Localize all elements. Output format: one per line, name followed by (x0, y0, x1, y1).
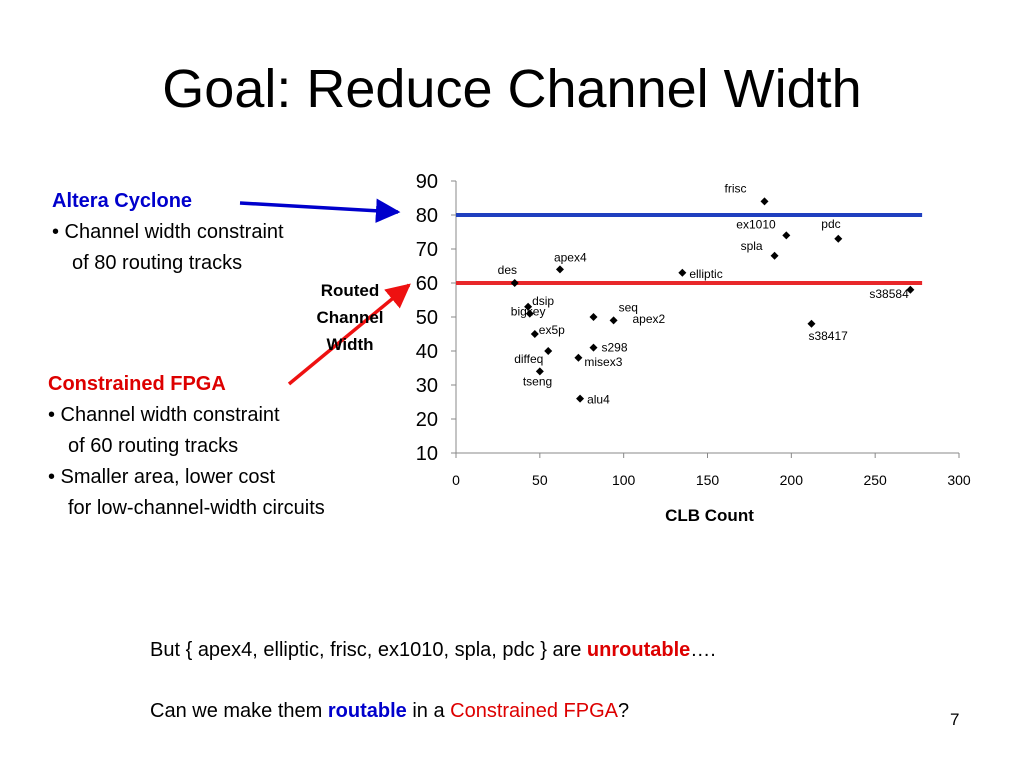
point-label-s298: s298 (601, 341, 627, 355)
point-label-ex5p: ex5p (539, 323, 565, 337)
x-tick-label: 0 (452, 472, 460, 488)
y-tick-label: 40 (416, 341, 438, 363)
x-tick-label: 150 (696, 472, 720, 488)
y-axis-title: Routed Channel Width (296, 277, 404, 358)
summary-text: But { apex4, elliptic, frisc, ex1010, sp… (150, 639, 587, 661)
point-apex2 (589, 313, 598, 321)
point-label-ex1010: ex1010 (736, 217, 776, 231)
point-seq (609, 316, 618, 325)
altera-bullet-cont: of 80 routing tracks (72, 252, 243, 274)
altera-arrow (239, 198, 401, 223)
y-tick-label: 90 (416, 171, 438, 193)
constrained-bullet-1: • Channel width constraint (48, 404, 280, 426)
point-bigkey (525, 309, 534, 318)
reference-lines (456, 213, 923, 285)
summary-ellipsis: …. (690, 639, 716, 661)
y-tick-label: 30 (416, 375, 438, 397)
point-diffeq (544, 347, 553, 355)
summary-line: But { apex4, elliptic, frisc, ex1010, sp… (150, 639, 716, 662)
point-pdc (834, 234, 843, 243)
point-elliptic (678, 268, 687, 277)
y-tick-label: 50 (416, 307, 438, 329)
x-tick-label: 200 (780, 472, 804, 488)
y-axis-title-line: Channel (316, 308, 384, 327)
y-tick-label: 70 (416, 239, 438, 261)
point-label-bigkey: bigkey (511, 305, 546, 319)
point-label-spla: spla (741, 239, 763, 253)
constrained-bullet-2: • Smaller area, lower cost (48, 466, 276, 488)
y-tick-label: 60 (416, 273, 438, 295)
point-ex1010 (782, 231, 791, 240)
x-tick-label: 100 (612, 472, 636, 488)
constrained-annotation: Constrained FPGA • Channel width constra… (48, 369, 325, 524)
point-label-diffeq: diffeq (514, 352, 543, 366)
point-s298 (589, 343, 598, 352)
point-label-apex4: apex4 (554, 250, 587, 264)
question-line: Can we make them routable in a Constrain… (150, 700, 629, 723)
y-tick-label: 20 (416, 409, 438, 431)
chart-ticks: 10 20 30 40 50 60 70 80 90 0 50 100 150 200 250 300 CLB … (416, 171, 971, 525)
point-label-apex2: apex2 (632, 312, 665, 326)
question-text: Can we make them (150, 700, 328, 722)
y-tick-label: 80 (416, 205, 438, 227)
x-tick-label: 250 (863, 472, 887, 488)
y-axis-title-line: Routed (320, 281, 380, 300)
point-s38417 (807, 319, 816, 328)
slide-title: Goal: Reduce Channel Width (162, 59, 862, 119)
x-tick-label: 50 (532, 472, 548, 488)
point-label-elliptic: elliptic (689, 267, 722, 281)
x-axis-title: CLB Count (665, 506, 754, 525)
altera-heading: Altera Cyclone (52, 190, 193, 212)
point-tseng (535, 367, 544, 376)
routable-word: routable (327, 700, 407, 722)
point-spla (770, 251, 779, 260)
y-axis-title-line: Width (326, 335, 374, 354)
unroutable-word: unroutable (586, 639, 691, 661)
constrained-bullet-1-cont: of 60 routing tracks (68, 435, 239, 457)
point-label-des: des (498, 263, 517, 277)
point-label-s38417: s38417 (808, 329, 848, 343)
point-frisc (760, 197, 769, 206)
point-label-s38584: s38584 (869, 287, 909, 301)
point-label-pdc: pdc (821, 217, 840, 231)
altera-annotation: Altera Cyclone • Channel width constrain… (52, 186, 284, 279)
point-s38584 (906, 285, 915, 294)
point-label-misex3: misex3 (584, 355, 622, 369)
constrained-fpga-text: Constrained FPGA (450, 700, 618, 722)
point-dsip (524, 302, 533, 311)
page-number: 7 (950, 710, 960, 729)
x-tick-label: 300 (947, 472, 971, 488)
question-mark: ? (617, 700, 630, 722)
point-label-alu4: alu4 (587, 393, 610, 407)
point-alu4 (576, 394, 585, 403)
point-label-dsip: dsip (532, 294, 554, 308)
question-mid: in a (406, 700, 451, 722)
point-misex3 (574, 353, 583, 362)
point-ex5p (530, 330, 539, 338)
point-label-seq: seq (619, 300, 638, 314)
point-label-tseng: tseng (523, 374, 552, 388)
constrained-bullet-2-cont: for low-channel-width circuits (68, 497, 325, 519)
point-des (510, 279, 519, 287)
y-tick-label: 10 (416, 443, 438, 465)
constrained-heading: Constrained FPGA (48, 373, 226, 395)
point-apex4 (555, 265, 564, 274)
altera-bullet: • Channel width constraint (52, 221, 284, 243)
data-points: frisc ex1010 pdc spla apex4 elliptic des s38584… (498, 181, 915, 407)
point-label-frisc: frisc (725, 181, 747, 195)
constrained-arrow (287, 283, 411, 386)
